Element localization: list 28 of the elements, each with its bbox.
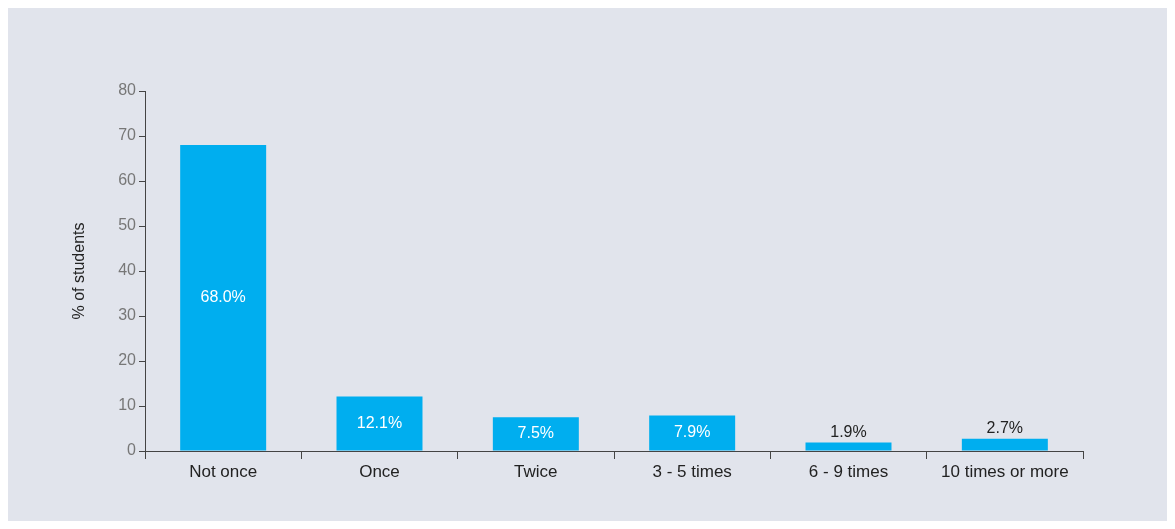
y-tick-label: 60 (118, 171, 137, 189)
y-axis-title: % of students (70, 222, 88, 320)
bar (180, 145, 267, 451)
x-tick-label: Once (359, 461, 400, 481)
bar (492, 417, 579, 451)
bar (336, 396, 423, 451)
data-label: 68.0% (200, 288, 246, 306)
x-tick-label: 6 - 9 times (808, 461, 889, 481)
y-tick-label: 80 (118, 81, 137, 99)
data-label: 12.1% (356, 413, 403, 431)
y-tick-label: 0 (127, 441, 137, 459)
x-tick-label: 10 times or more (941, 461, 1069, 481)
bar (961, 438, 1048, 451)
x-tick-label: Twice (514, 461, 558, 481)
bar (805, 442, 892, 451)
x-tick-label: Not once (189, 461, 258, 481)
y-tick-label: 40 (118, 261, 137, 279)
y-tick-label: 10 (118, 396, 137, 414)
y-tick-label: 20 (118, 351, 137, 369)
data-label: 7.5% (517, 424, 555, 442)
y-tick-label: 50 (118, 216, 137, 234)
x-tick-label: 3 - 5 times (652, 461, 732, 481)
data-label: 2.7% (986, 419, 1024, 437)
y-tick-label: 70 (118, 126, 137, 144)
data-label: 1.9% (830, 422, 867, 440)
data-label: 7.9% (673, 423, 711, 441)
bar (649, 415, 736, 451)
y-tick-label: 30 (118, 306, 137, 324)
